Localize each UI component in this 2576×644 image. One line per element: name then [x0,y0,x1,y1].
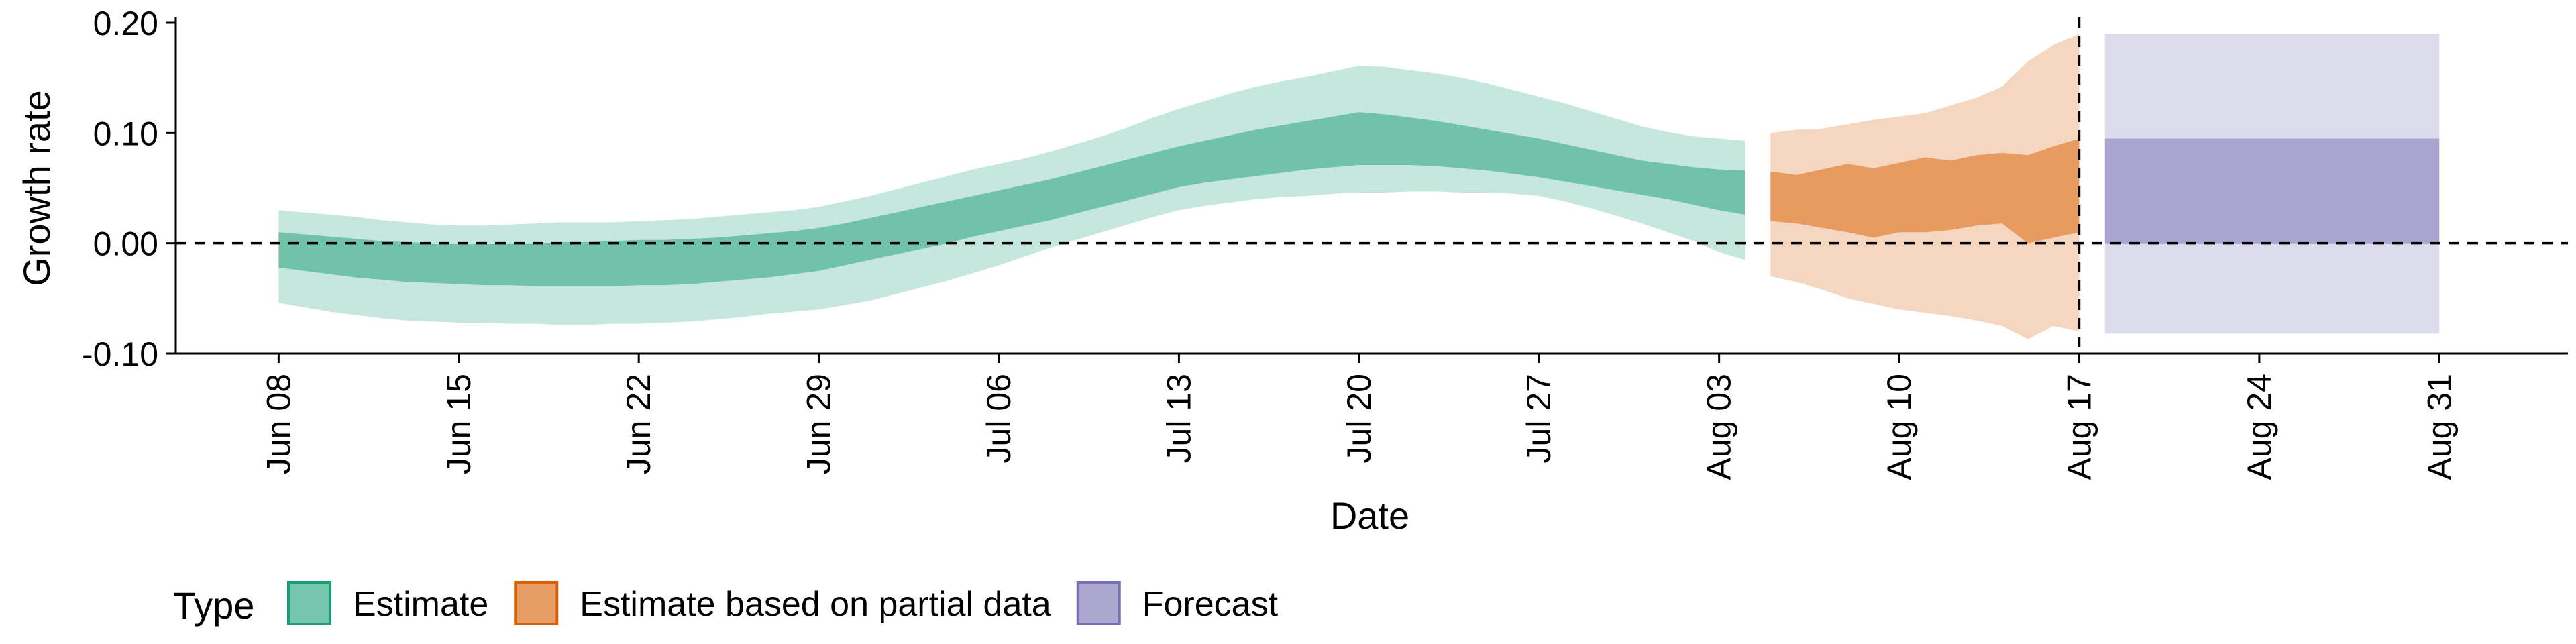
forecast-inner-band [2104,138,2440,244]
x-tick-label: Jun 08 [260,374,297,474]
estimate-based-on-partial-data-inner-band [1770,138,2080,244]
reference-lines [176,17,2568,354]
legend-swatch-estimate [287,581,331,625]
x-tick-label: Jul 27 [1520,374,1558,463]
y-tick-label: 0.00 [93,225,158,263]
axes: -0.10 0.00 0.10 0.20 Jun 08 Jun 15 Jun 22 Jun 2… [82,5,2568,480]
y-tick-label: 0.10 [93,115,158,152]
x-tick-label: Aug 03 [1701,374,1738,480]
legend-label-estimate-based-on-partial-data: Estimate based on partial data [580,585,1051,624]
x-tick-label: Aug 31 [2420,374,2458,480]
legend-label-estimate: Estimate [353,585,488,624]
x-tick-label: Jun 22 [620,374,657,474]
x-tick-label: Jul 13 [1160,374,1197,463]
x-tick-label: Jul 06 [980,374,1018,463]
legend-swatch-estimate-based-on-partial-data [514,581,559,625]
y-tick-label: 0.20 [93,5,158,42]
legend-swatch-forecast [1076,581,1121,625]
estimate-inner-band [278,112,1746,286]
x-axis-title: Date [1330,494,1409,537]
x-tick-label: Aug 24 [2241,374,2278,480]
y-tick-label: -0.10 [82,335,158,373]
x-tick-label: Jun 29 [800,374,838,474]
x-tick-label: Jun 15 [440,374,478,474]
x-tick-label: Aug 10 [1880,374,1918,480]
legend-label-forecast: Forecast [1142,585,1279,624]
band-layer [278,34,2440,339]
x-tick-label: Jul 20 [1340,374,1378,463]
x-tick-label: Aug 17 [2060,374,2098,480]
legend: Type Estimate Estimate based on partial d… [173,581,1279,627]
legend-title: Type [173,584,254,627]
y-axis-title: Growth rate [15,90,58,286]
